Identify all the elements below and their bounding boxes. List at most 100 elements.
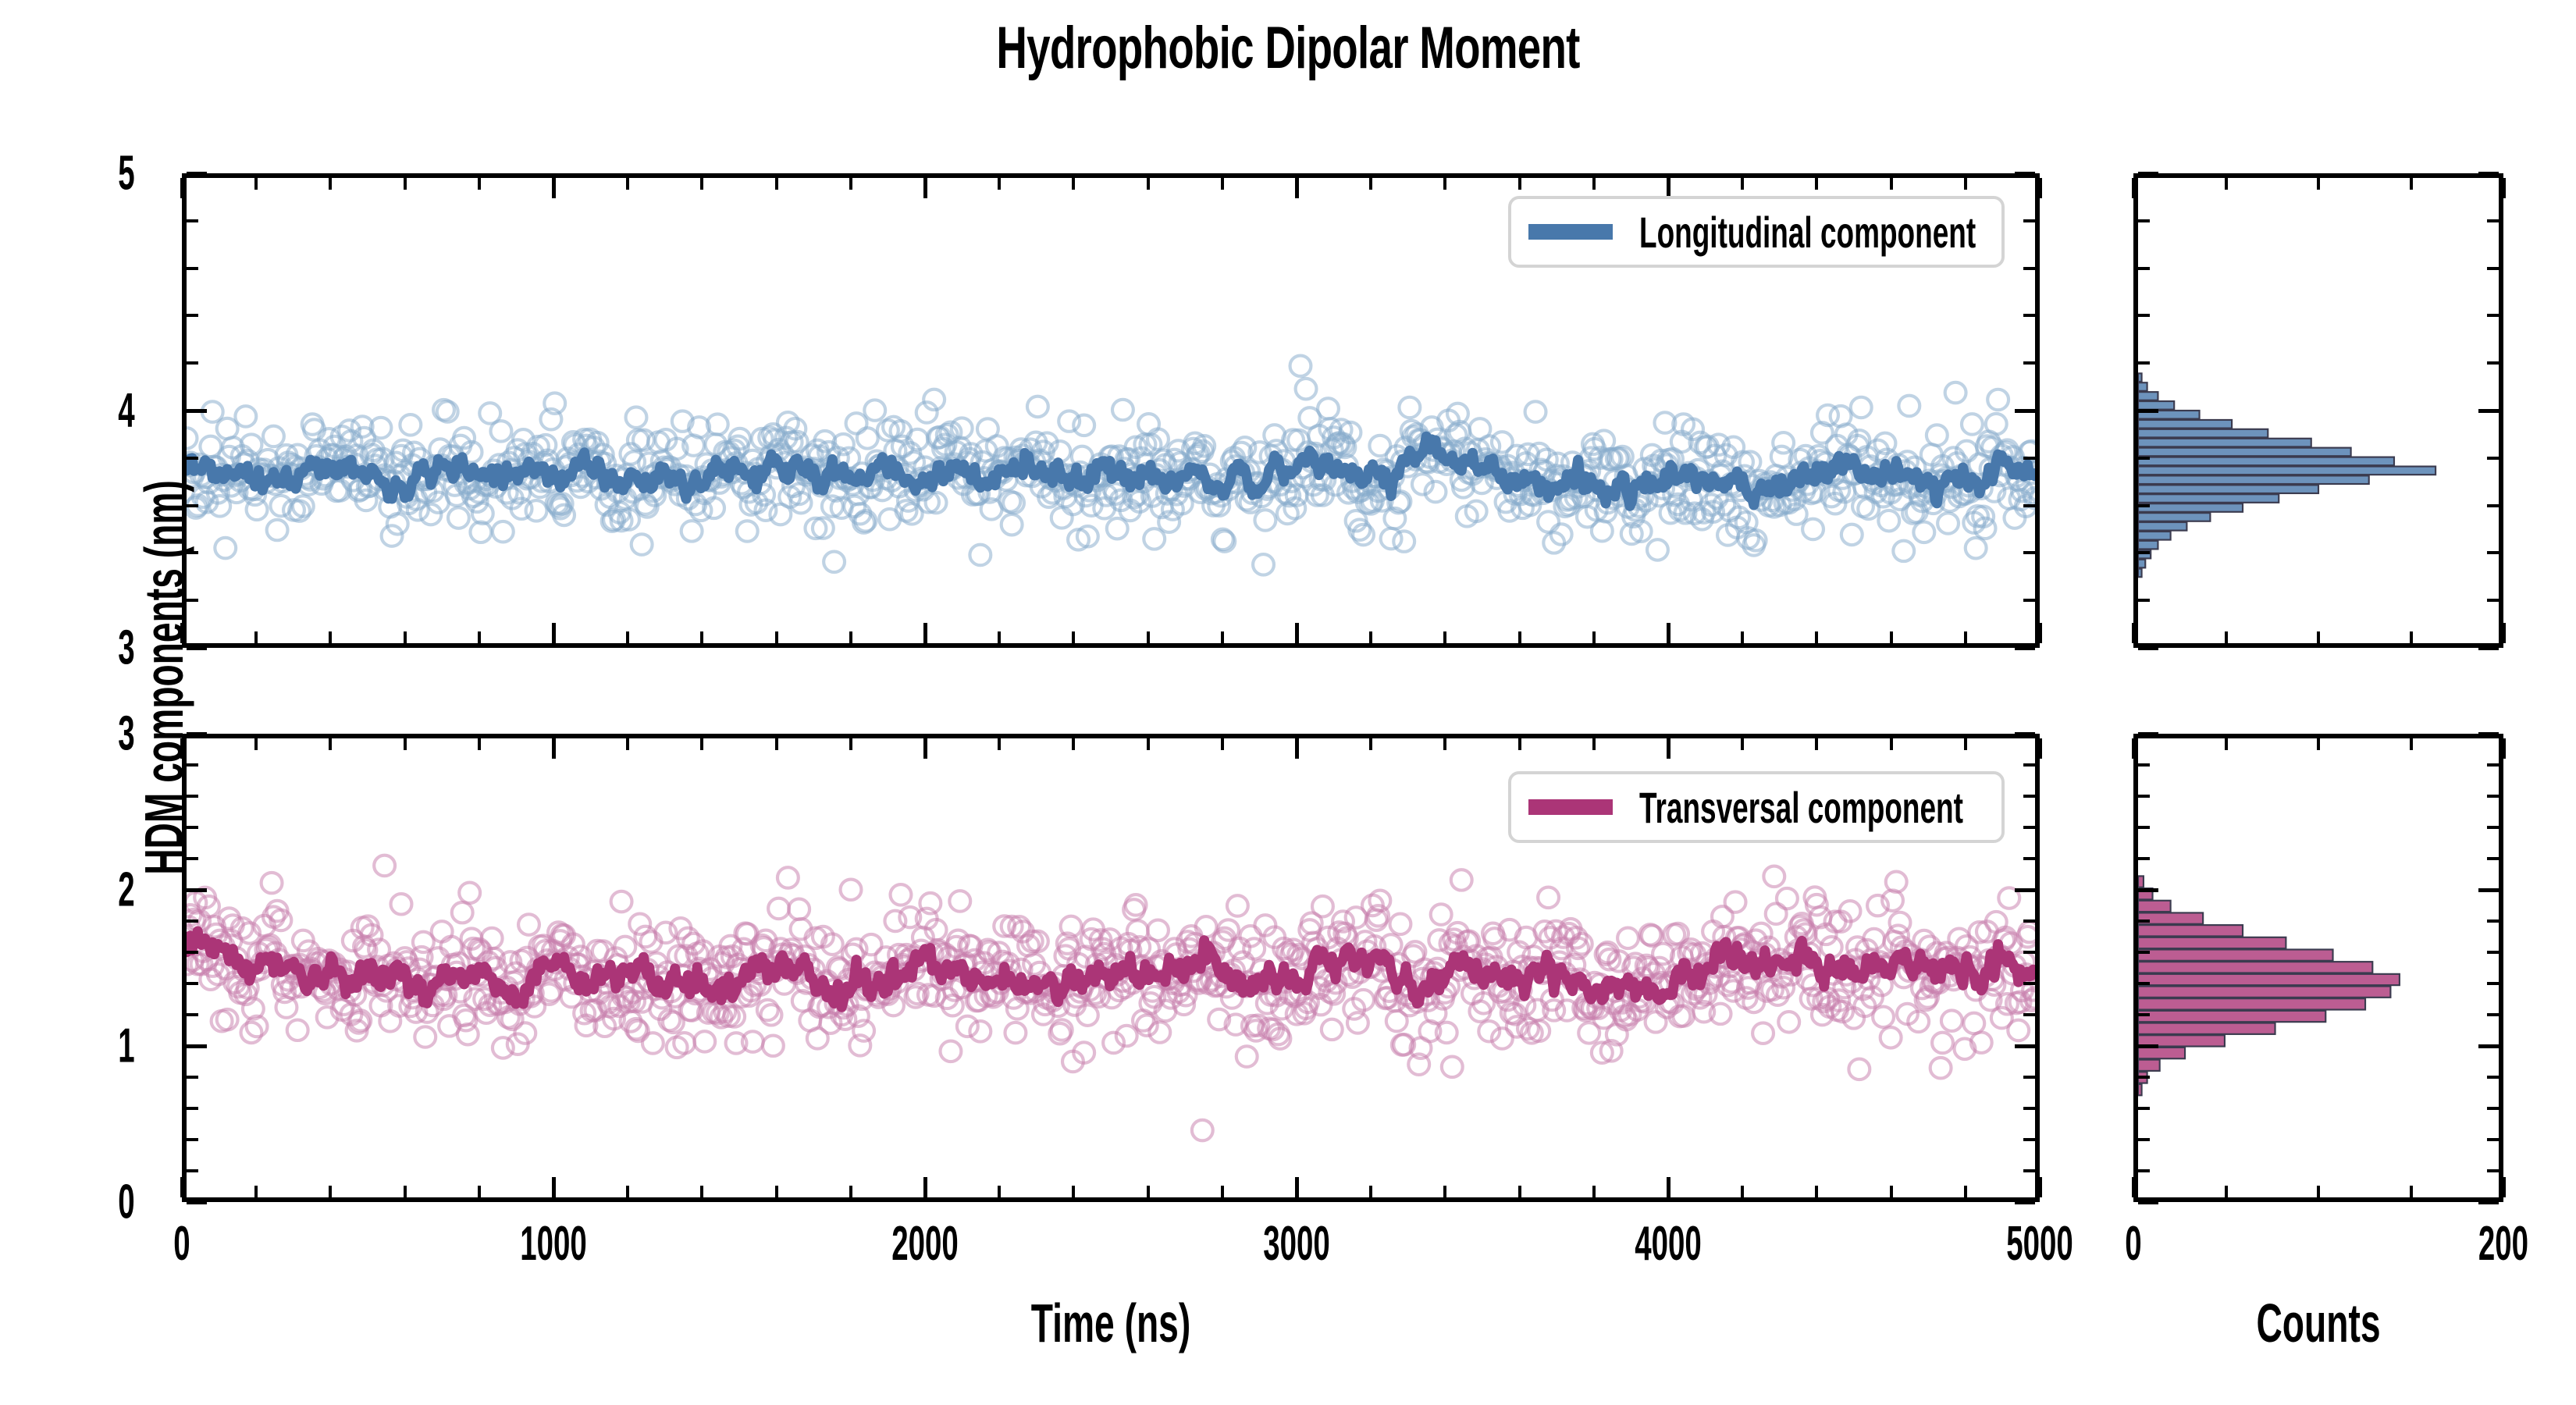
xtick-top (1517, 178, 1521, 190)
ytick-left (2138, 599, 2150, 603)
ytick-label-top: 3 (118, 621, 135, 675)
top-series-canvas (187, 354, 2035, 577)
xtick-top (2317, 178, 2320, 190)
xtick-top (1741, 738, 1745, 750)
ytick-label-bottom: 1 (118, 1019, 135, 1073)
xtick-bottom (1072, 1186, 1076, 1197)
plot-top-histogram (2133, 173, 2503, 648)
ytick-right (2487, 857, 2499, 860)
ytick-left (187, 1169, 198, 1172)
xtick-label: 4000 (1635, 1217, 1702, 1271)
ytick-left (187, 1044, 207, 1048)
xtick-label: 200 (2478, 1217, 2529, 1271)
ytick-left (187, 361, 198, 365)
ytick-right (2023, 314, 2035, 318)
ytick-right (2023, 826, 2035, 829)
ytick-right (2023, 763, 2035, 767)
ytick-right (2023, 1013, 2035, 1016)
xtick-top (626, 178, 630, 190)
ytick-right (2023, 795, 2035, 798)
xtick-bottom (477, 631, 481, 643)
ytick-right (2478, 887, 2499, 892)
ytick-left (187, 951, 198, 954)
xtick-top (1294, 738, 1299, 759)
ytick-right (2023, 456, 2035, 460)
ytick-right (2023, 1107, 2035, 1110)
ytick-right (2015, 887, 2035, 892)
xtick-bottom (180, 1177, 184, 1197)
xtick-bottom (551, 1177, 556, 1197)
ytick-left (2138, 456, 2150, 460)
xtick-top (1666, 738, 1670, 759)
ytick-right (2487, 1138, 2499, 1141)
ytick-left (2138, 503, 2150, 507)
ytick-right (2478, 1044, 2499, 1048)
xtick-bottom (1072, 631, 1076, 643)
xtick-bottom (1294, 623, 1299, 643)
xtick-top (329, 178, 333, 190)
legend-bottom[interactable]: Transversal component (1508, 771, 2005, 843)
xtick-top (849, 178, 852, 190)
ytick-left (2138, 795, 2150, 798)
ytick-right (2487, 599, 2499, 603)
ytick-left (2138, 951, 2150, 954)
xtick-label: 5000 (2006, 1217, 2073, 1271)
xtick-top (1741, 178, 1745, 190)
ytick-right (2015, 1044, 2035, 1048)
ytick-label-top: 5 (118, 146, 135, 201)
top-histogram-canvas (2138, 372, 2437, 578)
ytick-left (187, 314, 198, 318)
ytick-left (2138, 1013, 2150, 1016)
xtick-top (254, 178, 258, 190)
xtick-top (1369, 738, 1373, 750)
xtick-bottom (1369, 631, 1373, 643)
ytick-right (2487, 1076, 2499, 1079)
xtick-top (403, 738, 407, 750)
ytick-right (2487, 219, 2499, 222)
xtick-bottom (1369, 1186, 1373, 1197)
ytick-right (2015, 408, 2035, 413)
ytick-right (2487, 456, 2499, 460)
xtick-bottom (477, 1186, 481, 1197)
ytick-left (187, 826, 198, 829)
ytick-right (2487, 951, 2499, 954)
ytick-left (187, 887, 207, 892)
xtick-top (551, 738, 556, 759)
ytick-right (2487, 763, 2499, 767)
xtick-bottom (1443, 1186, 1447, 1197)
xtick-bottom (1443, 631, 1447, 643)
ytick-left (187, 919, 198, 923)
ytick-right (2015, 171, 2035, 176)
xtick-top (477, 178, 481, 190)
ytick-left (2138, 171, 2158, 176)
ytick-left (2138, 1200, 2158, 1204)
ytick-right (2487, 982, 2499, 985)
legend-top[interactable]: Longitudinal component (1508, 196, 2005, 268)
ytick-left (2138, 1107, 2150, 1110)
xtick-bottom (2501, 623, 2506, 643)
xtick-bottom (1220, 1186, 1224, 1197)
ytick-right (2023, 1138, 2035, 1141)
ytick-right (2487, 1107, 2499, 1110)
ytick-left (2138, 826, 2150, 829)
xtick-bottom (849, 1186, 852, 1197)
xtick-bottom (1889, 631, 1893, 643)
legend-swatch-longitudinal (1528, 224, 1613, 240)
ytick-right (2478, 731, 2499, 736)
xtick-top (2224, 738, 2228, 750)
ytick-right (2478, 646, 2499, 650)
xtick-bottom (1889, 1186, 1893, 1197)
ytick-right (2487, 1013, 2499, 1016)
ytick-left (2138, 646, 2158, 650)
ytick-right (2487, 1169, 2499, 1172)
xtick-top (1220, 738, 1224, 750)
ytick-left (187, 171, 207, 176)
ytick-left (187, 857, 198, 860)
xtick-bottom (2317, 631, 2320, 643)
ytick-left (187, 982, 198, 985)
xtick-top (2409, 178, 2413, 190)
xtick-top (2037, 178, 2042, 198)
xtick-bottom (1815, 1186, 1819, 1197)
xtick-bottom (254, 1186, 258, 1197)
